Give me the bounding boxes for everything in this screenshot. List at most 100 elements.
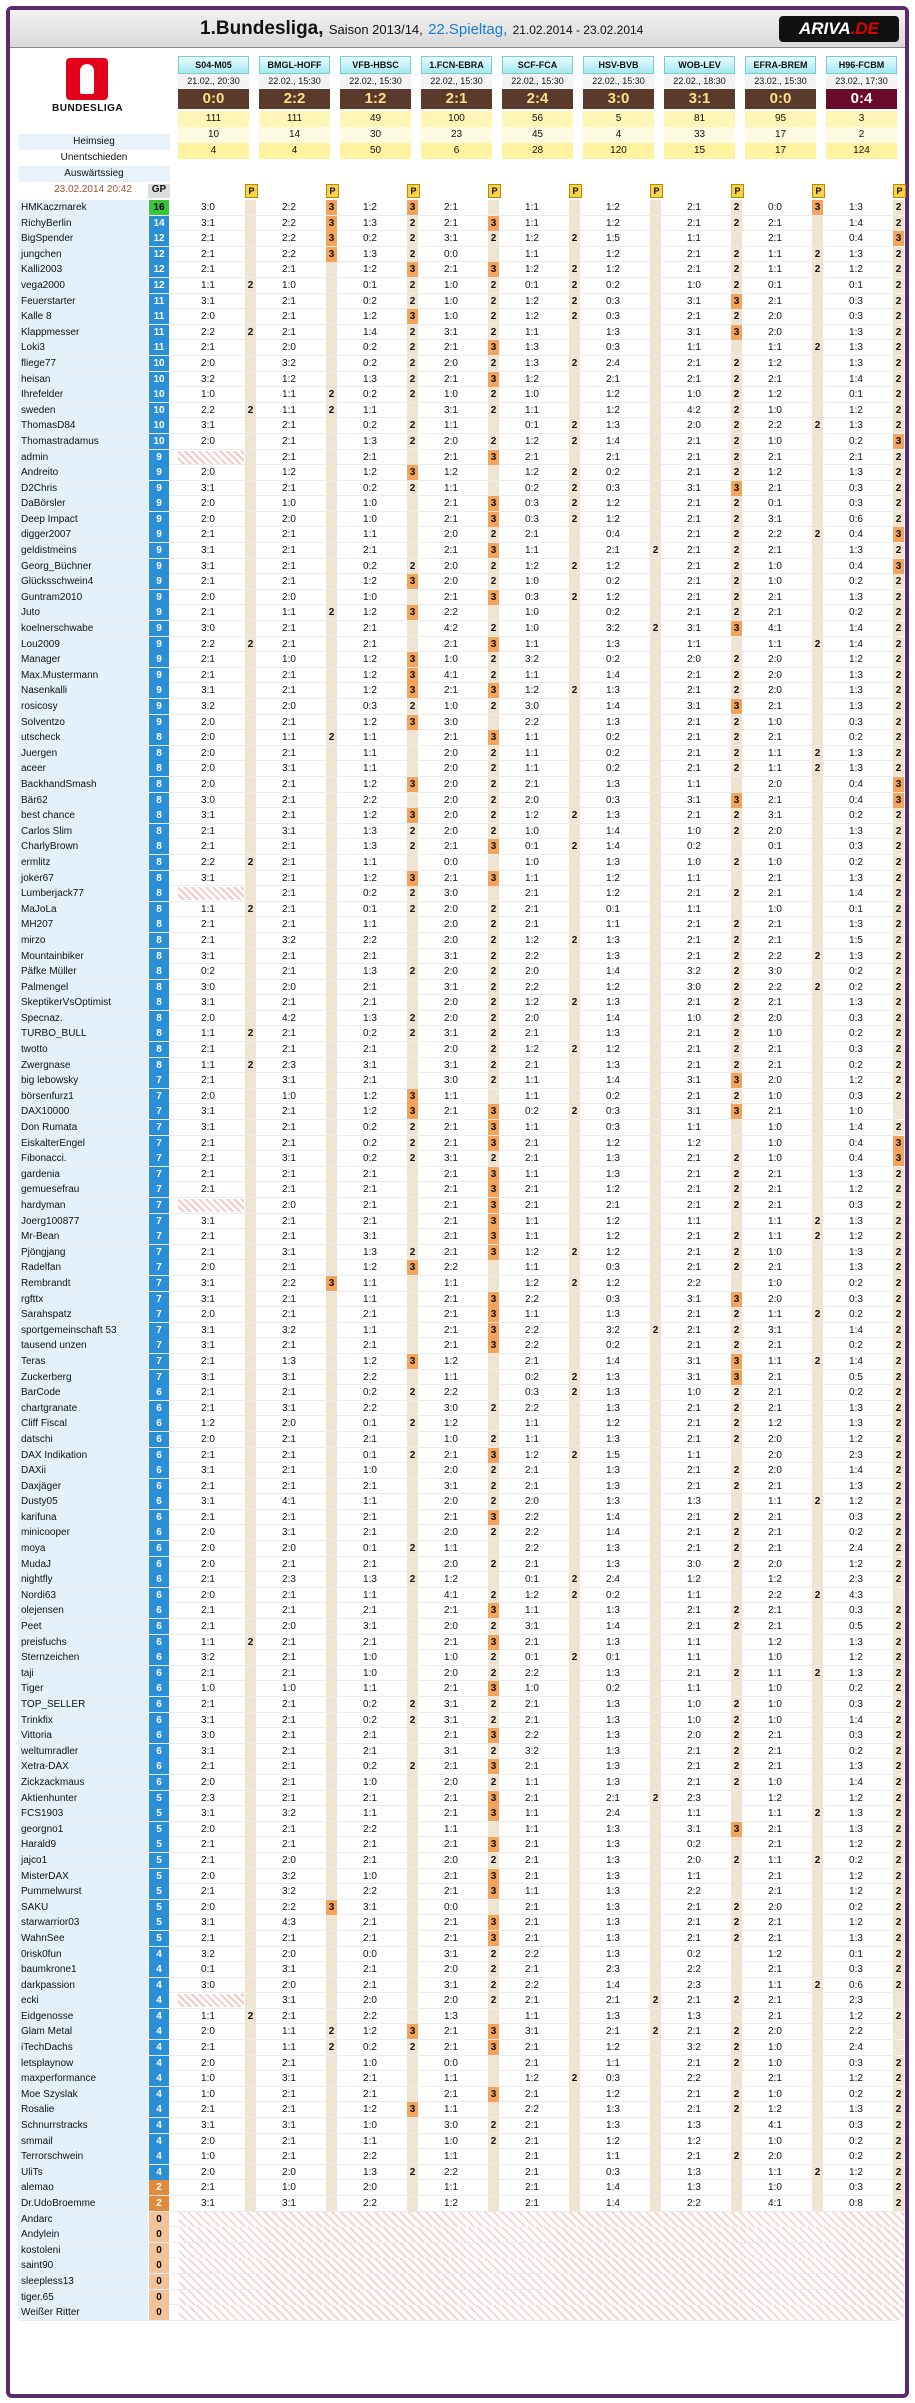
player-name[interactable]: Radelfan [18, 1260, 148, 1276]
player-name[interactable]: Andreito [18, 465, 148, 481]
player-name[interactable]: mirzo [18, 932, 148, 948]
player-name[interactable]: Schnurrstracks [18, 2118, 148, 2134]
match-header[interactable]: 1.FCN-EBRA [421, 56, 492, 74]
player-name[interactable]: darkpassion [18, 1977, 148, 1993]
player-name[interactable]: saint90 [18, 2258, 148, 2274]
player-name[interactable]: smmail [18, 2133, 148, 2149]
player-name[interactable]: sportgemeinschaft 53 [18, 1322, 148, 1338]
player-name[interactable]: Vittoria [18, 1728, 148, 1744]
player-name[interactable]: georgno1 [18, 1821, 148, 1837]
player-name[interactable]: 0risk0fun [18, 1946, 148, 1962]
player-name[interactable]: Päfke Müller [18, 964, 148, 980]
player-name[interactable]: UliTs [18, 2164, 148, 2180]
player-name[interactable]: MH207 [18, 917, 148, 933]
player-name[interactable]: ermlitz [18, 854, 148, 870]
player-name[interactable]: MudaJ [18, 1556, 148, 1572]
player-name[interactable]: rgfttx [18, 1291, 148, 1307]
player-name[interactable]: Sternzeichen [18, 1650, 148, 1666]
player-name[interactable]: D2Chris [18, 480, 148, 496]
match-header[interactable]: HSV-BVB [583, 56, 654, 74]
player-name[interactable]: MisterDAX [18, 1868, 148, 1884]
player-name[interactable]: koelnerschwabe [18, 621, 148, 637]
player-name[interactable]: twotto [18, 1042, 148, 1058]
player-name[interactable]: BackhandSmash [18, 776, 148, 792]
player-name[interactable]: Zuckerberg [18, 1369, 148, 1385]
player-name[interactable]: DAX10000 [18, 1104, 148, 1120]
player-name[interactable]: Trinkfix [18, 1712, 148, 1728]
player-name[interactable]: TURBO_BULL [18, 1026, 148, 1042]
player-name[interactable]: vega2000 [18, 277, 148, 293]
player-name[interactable]: utscheck [18, 730, 148, 746]
player-name[interactable]: weltumradler [18, 1743, 148, 1759]
player-name[interactable]: kostoleni [18, 2242, 148, 2258]
match-header[interactable]: H96-FCBM [826, 56, 897, 74]
player-name[interactable]: Palmengel [18, 979, 148, 995]
player-name[interactable]: Feuerstarter [18, 293, 148, 309]
player-name[interactable]: preisfuchs [18, 1634, 148, 1650]
player-name[interactable]: Weißer Ritter [18, 2305, 148, 2321]
player-name[interactable]: Ihrefelder [18, 387, 148, 403]
player-name[interactable]: DAX Indikation [18, 1447, 148, 1463]
player-name[interactable]: Juergen [18, 745, 148, 761]
player-name[interactable]: Mountainbiker [18, 948, 148, 964]
player-name[interactable]: MaJoLa [18, 901, 148, 917]
match-header[interactable]: SCF-FCA [502, 56, 573, 74]
player-name[interactable]: Rembrandt [18, 1275, 148, 1291]
player-name[interactable]: CharlyBrown [18, 839, 148, 855]
player-name[interactable]: Mr-Bean [18, 1229, 148, 1245]
player-name[interactable]: rosicosy [18, 699, 148, 714]
player-name[interactable]: heisan [18, 371, 148, 387]
player-name[interactable]: fliege77 [18, 355, 148, 371]
match-header[interactable]: EFRA-BREM [745, 56, 816, 74]
player-name[interactable]: ThomasD84 [18, 418, 148, 434]
player-name[interactable]: BarCode [18, 1385, 148, 1401]
player-name[interactable]: SAKU [18, 1899, 148, 1915]
ariva-logo[interactable]: ARIVA.DE [779, 16, 899, 42]
player-name[interactable]: datschi [18, 1431, 148, 1447]
player-name[interactable]: Kalli2003 [18, 262, 148, 278]
player-name[interactable]: baumkrone1 [18, 1962, 148, 1978]
player-name[interactable]: Don Rumata [18, 1120, 148, 1136]
player-name[interactable]: TOP_SELLER [18, 1697, 148, 1712]
player-name[interactable]: ecki [18, 1993, 148, 2009]
player-name[interactable]: RichyBerlin [18, 215, 148, 231]
player-name[interactable]: Xetra-DAX [18, 1759, 148, 1775]
player-name[interactable]: Guntram2010 [18, 589, 148, 605]
player-name[interactable]: best chance [18, 808, 148, 824]
player-name[interactable]: alemao [18, 2180, 148, 2196]
player-name[interactable]: jungchen [18, 246, 148, 262]
player-name[interactable]: joker67 [18, 870, 148, 886]
player-name[interactable]: FCS1903 [18, 1806, 148, 1822]
player-name[interactable]: börsenfurz1 [18, 1088, 148, 1104]
player-name[interactable]: Joerg100877 [18, 1213, 148, 1229]
player-name[interactable]: tausend unzen [18, 1338, 148, 1354]
player-name[interactable]: Glücksschwein4 [18, 574, 148, 590]
player-name[interactable]: Max.Mustermann [18, 667, 148, 683]
player-name[interactable]: Andarc [18, 2211, 148, 2227]
player-name[interactable]: Loki3 [18, 340, 148, 356]
player-name[interactable]: Terrorschwein [18, 2149, 148, 2165]
player-name[interactable]: Aktienhunter [18, 1790, 148, 1806]
player-name[interactable]: Zickzackmaus [18, 1774, 148, 1790]
player-name[interactable]: Cliff Fiscal [18, 1416, 148, 1432]
player-name[interactable]: olejensen [18, 1603, 148, 1619]
player-name[interactable]: HMKaczmarek [18, 200, 148, 215]
player-name[interactable]: hardyman [18, 1198, 148, 1213]
player-name[interactable]: Zwergnase [18, 1057, 148, 1073]
player-name[interactable]: Lumberjack77 [18, 886, 148, 902]
player-name[interactable]: maxperformance [18, 2071, 148, 2087]
player-name[interactable]: Dusty05 [18, 1494, 148, 1510]
player-name[interactable]: Dr.UdoBroemme [18, 2196, 148, 2211]
player-name[interactable]: sleepless13 [18, 2273, 148, 2289]
player-name[interactable]: Carlos Slim [18, 823, 148, 839]
match-header[interactable]: BMGL-HOFF [259, 56, 330, 74]
match-header[interactable]: VFB-HBSC [340, 56, 411, 74]
player-name[interactable]: Lou2009 [18, 636, 148, 652]
player-name[interactable]: sweden [18, 402, 148, 418]
player-name[interactable]: starwarrior03 [18, 1915, 148, 1931]
player-name[interactable]: DaBörsler [18, 496, 148, 512]
player-name[interactable]: WahnSee [18, 1930, 148, 1946]
player-name[interactable]: admin [18, 449, 148, 465]
match-header[interactable]: S04-M05 [178, 56, 249, 74]
player-name[interactable]: Nasenkalli [18, 683, 148, 699]
